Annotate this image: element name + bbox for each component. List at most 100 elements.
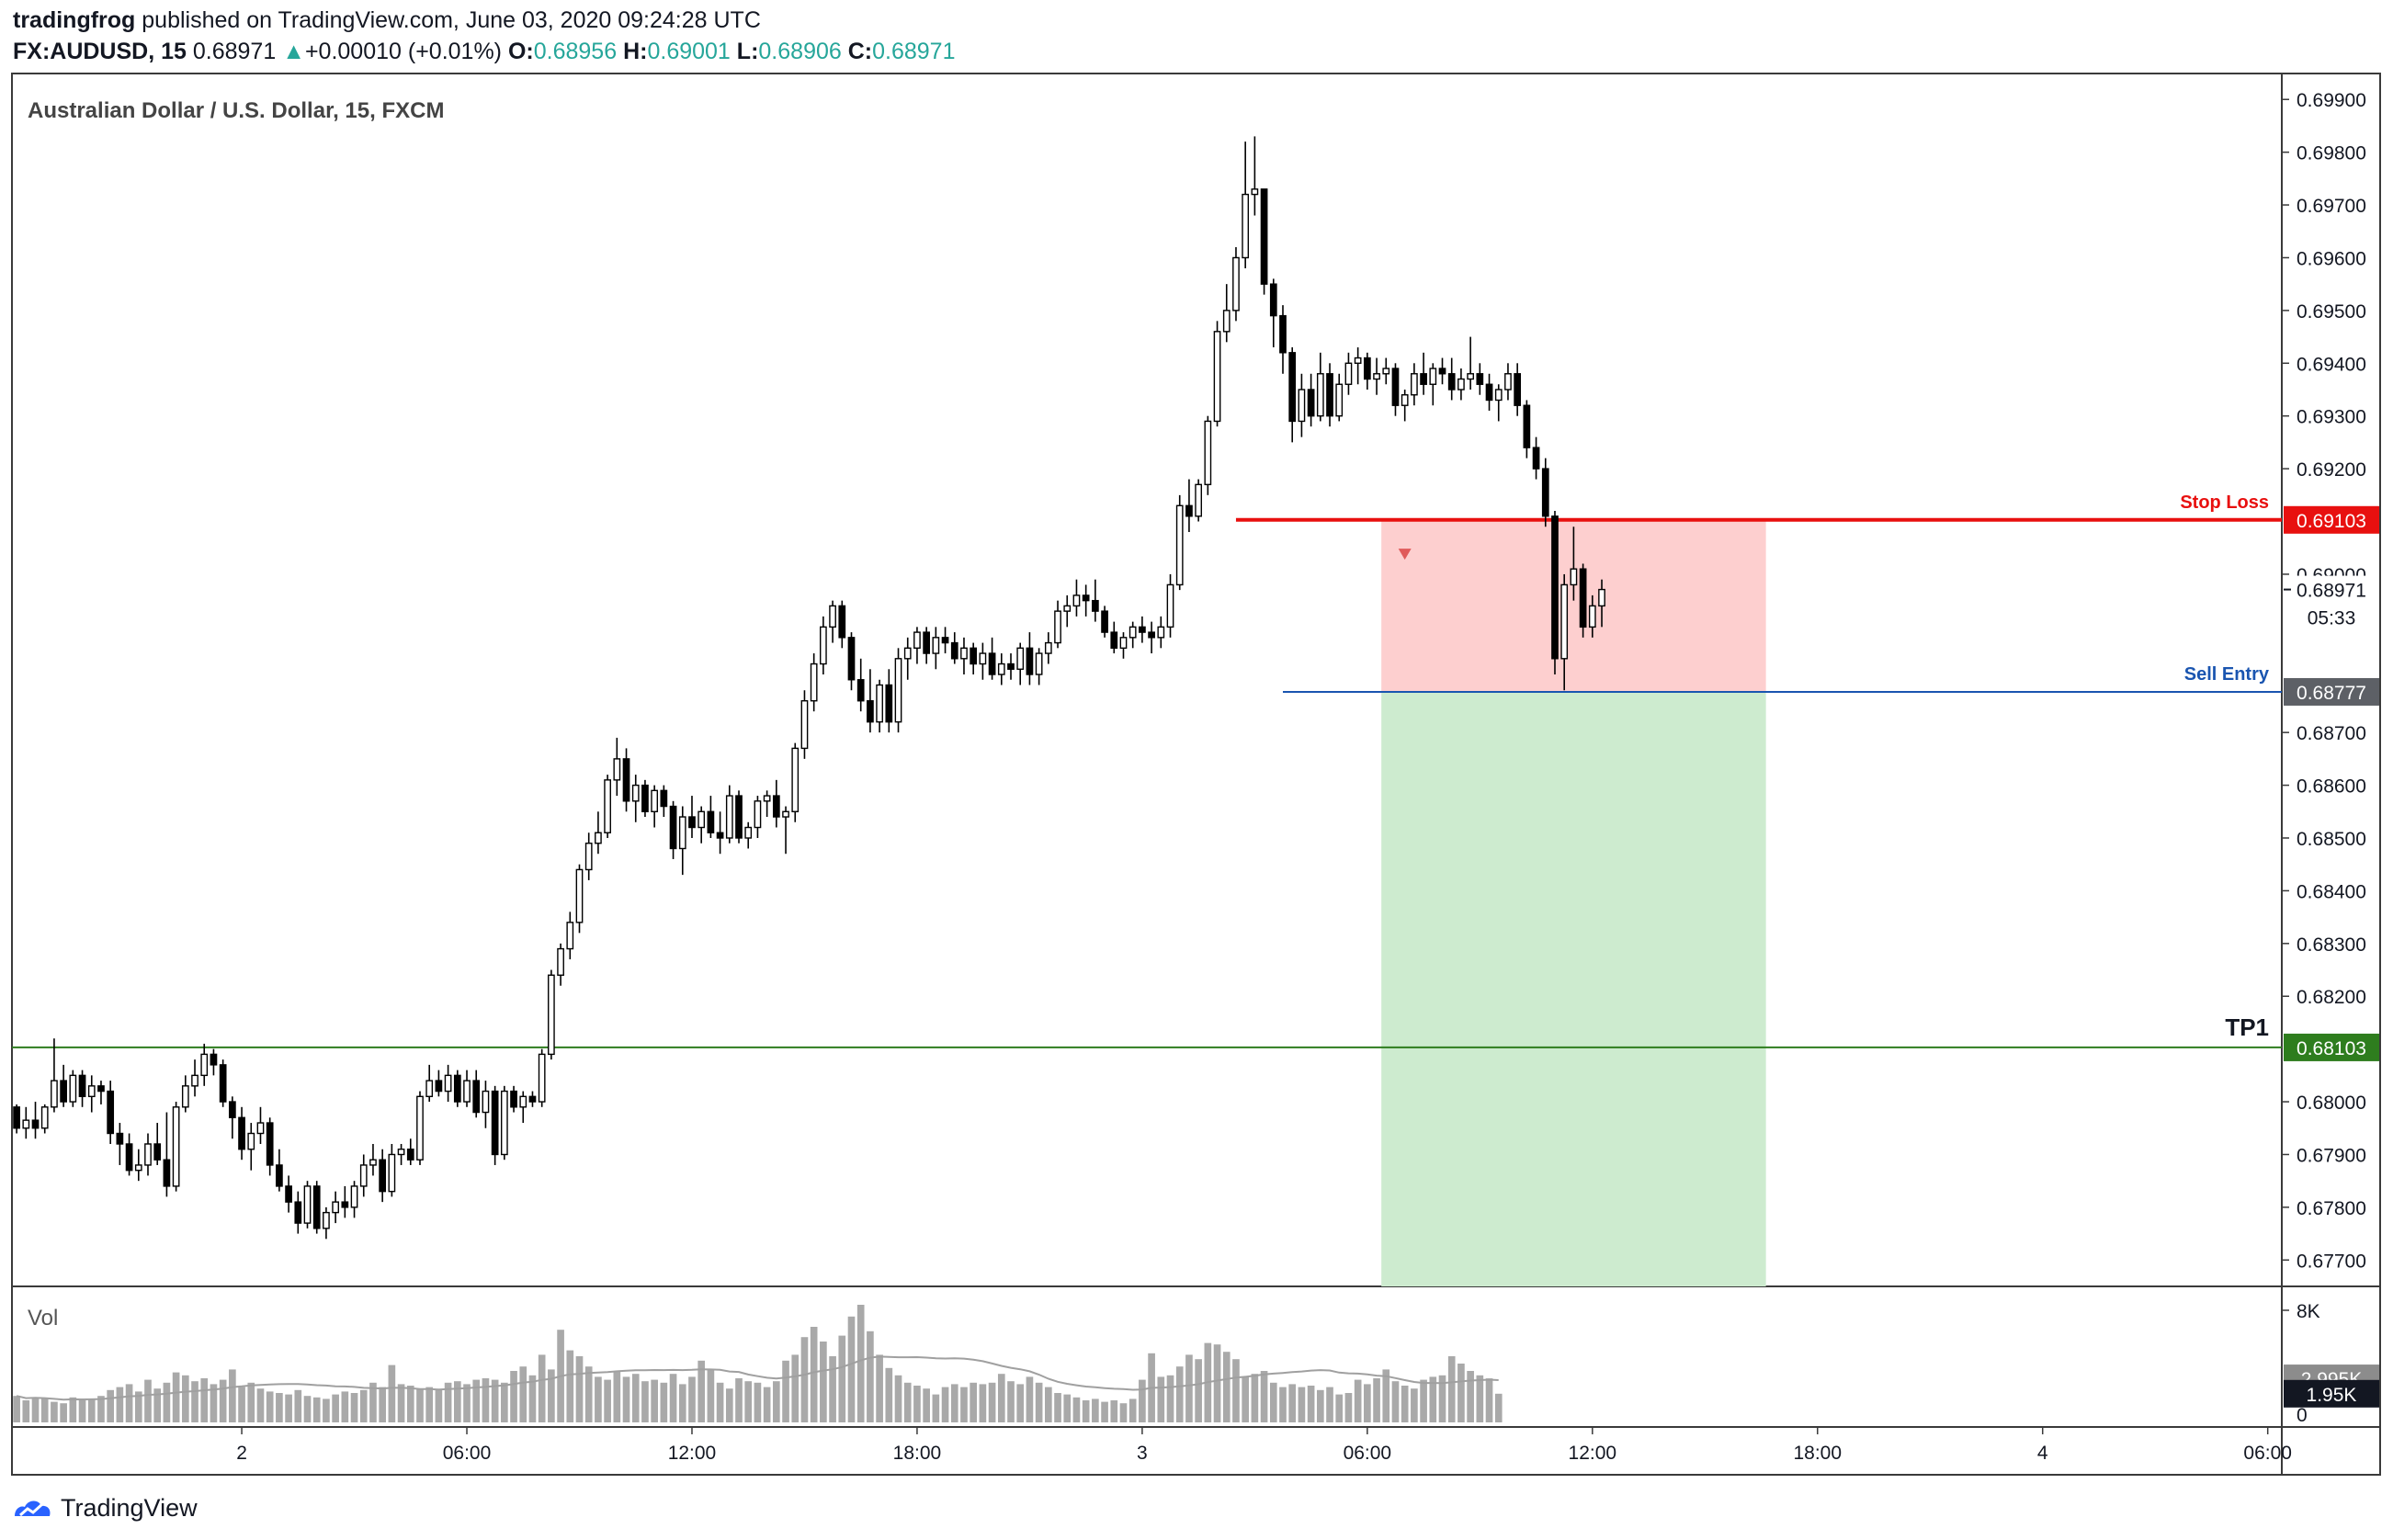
candle-up	[332, 1201, 339, 1214]
volume-bar	[13, 1396, 20, 1422]
candle-down	[716, 832, 724, 839]
candle-down	[1532, 447, 1540, 470]
price-tick-label: 0.68200	[2297, 987, 2366, 1008]
volume-bar	[773, 1381, 780, 1422]
volume-bar	[379, 1387, 386, 1422]
candle-down	[163, 1159, 171, 1187]
volume-bar	[1110, 1400, 1118, 1422]
price-tick-label: 0.69300	[2297, 407, 2366, 428]
candle-down	[1514, 373, 1522, 406]
volume-bar	[191, 1381, 198, 1422]
volume-bar	[210, 1384, 218, 1422]
candle-down	[1476, 373, 1484, 385]
candle-up	[1222, 310, 1231, 333]
candle-up	[1072, 594, 1081, 607]
time-tick-label: 18:00	[1793, 1443, 1842, 1464]
volume-bar	[575, 1356, 584, 1422]
candle-up	[1157, 626, 1165, 639]
volume-bar	[444, 1382, 452, 1422]
candle-up	[557, 947, 564, 976]
time-tick-label: 06:00	[443, 1443, 492, 1464]
candle-up	[51, 1080, 58, 1108]
volume-bar	[416, 1388, 424, 1422]
candle-down	[1485, 383, 1493, 402]
volume-bar	[829, 1356, 836, 1422]
price-tick-label: 0.69600	[2297, 248, 2366, 269]
volume-bar	[660, 1382, 668, 1422]
symbol-label[interactable]: FX:AUDUSD, 15	[13, 39, 187, 64]
candle-up	[1344, 362, 1353, 385]
candle-down	[867, 700, 874, 723]
volume-bar	[538, 1354, 546, 1422]
price-tick-label: 0.69200	[2297, 459, 2366, 481]
candle-down	[1026, 647, 1034, 675]
candle-down	[107, 1090, 115, 1135]
author-name[interactable]: tradingfrog	[13, 7, 136, 33]
volume-bar	[1335, 1394, 1344, 1422]
close-value: 0.68971	[872, 39, 956, 64]
volume-bar	[566, 1350, 574, 1422]
candle-up	[810, 662, 818, 702]
volume-bar	[491, 1379, 499, 1422]
candle-up	[1063, 605, 1072, 612]
volume-bar	[172, 1372, 180, 1422]
candle-up	[256, 1122, 265, 1135]
price-tick-label: 0.68600	[2297, 776, 2366, 798]
close-label: C:	[847, 39, 873, 64]
volume-bar	[584, 1366, 593, 1422]
volume-bar	[970, 1382, 978, 1422]
price-tick-label: 0.68300	[2297, 934, 2366, 956]
volume-bar	[876, 1354, 883, 1422]
volume-bar	[78, 1400, 86, 1422]
price-tick-label: 0.69400	[2297, 354, 2366, 375]
candle-down	[660, 789, 668, 808]
volume-bar	[1429, 1376, 1437, 1422]
volume-bar	[1139, 1379, 1146, 1422]
volume-bar	[960, 1387, 968, 1422]
candle-down	[1326, 373, 1333, 417]
profit-target-zone	[1381, 691, 1766, 1286]
volume-bar	[247, 1382, 255, 1422]
candle-down	[228, 1101, 236, 1118]
candle-down	[669, 805, 677, 850]
candle-down	[772, 795, 780, 818]
candle-up	[1251, 188, 1259, 196]
chart-frame	[11, 73, 2381, 1476]
volume-bar	[453, 1381, 461, 1422]
candle-down	[341, 1201, 349, 1208]
candle-up	[1335, 383, 1344, 417]
candle-down	[1551, 515, 1559, 660]
candle-up	[463, 1080, 471, 1103]
time-tick-label: 3	[1137, 1443, 1148, 1464]
candle-up	[359, 1164, 368, 1187]
tradingview-logo-icon[interactable]	[11, 1496, 53, 1522]
volume-bar	[1026, 1376, 1034, 1422]
bar-countdown: 05:33	[2308, 608, 2356, 629]
volume-bar	[1063, 1394, 1072, 1422]
volume-bar	[791, 1354, 800, 1422]
volume-bar	[810, 1327, 818, 1422]
volume-bar	[1307, 1386, 1315, 1422]
volume-bar	[238, 1387, 245, 1422]
candle-down	[528, 1095, 537, 1103]
candle-down	[707, 810, 715, 833]
price-tick-label: 0.68500	[2297, 829, 2366, 850]
candle-up	[538, 1053, 546, 1103]
candle-up	[323, 1211, 330, 1229]
candle-up	[697, 810, 706, 829]
volume-bar	[463, 1384, 471, 1422]
volume-bar	[51, 1401, 58, 1422]
candle-down	[885, 684, 893, 723]
volume-bar	[885, 1367, 893, 1422]
candle-up	[1411, 373, 1418, 396]
volume-bar	[1054, 1393, 1061, 1422]
candle-up	[575, 868, 584, 923]
candle-up	[1316, 373, 1324, 417]
volume-bar	[1166, 1375, 1174, 1422]
candle-down	[1185, 504, 1193, 517]
volume-bar	[1316, 1389, 1324, 1422]
brand-name[interactable]: TradingView	[61, 1494, 198, 1522]
volume-bar	[913, 1386, 921, 1422]
volume-bar	[932, 1394, 940, 1422]
